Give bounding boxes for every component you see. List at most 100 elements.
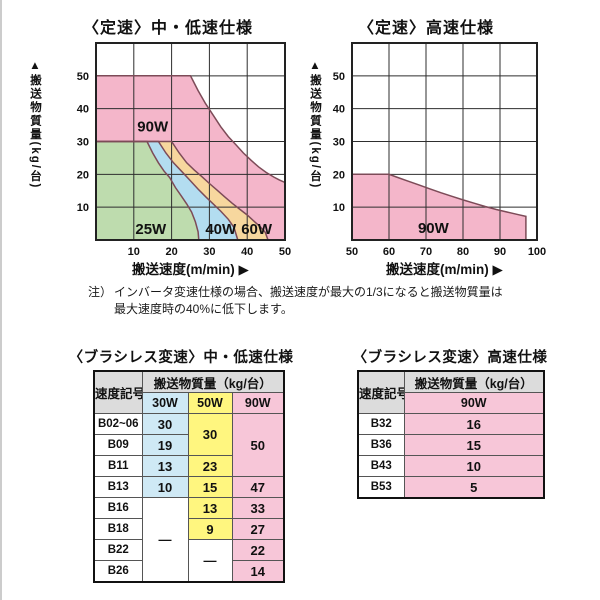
capacity-cell-empty: — bbox=[187, 539, 233, 583]
watt-header-90w: 90W bbox=[231, 392, 285, 414]
x-tick-label: 70 bbox=[420, 246, 432, 258]
capacity-cell: 9 bbox=[187, 518, 233, 540]
y-tick-label: 20 bbox=[77, 169, 89, 181]
y-tick-label: 50 bbox=[77, 71, 89, 83]
capacity-cell: 15 bbox=[403, 434, 545, 456]
speed-code-cell: B18 bbox=[93, 518, 143, 540]
region-curve-90W bbox=[352, 173, 527, 240]
y-axis-label-high: ▲搬送物質量(kg/台) bbox=[309, 60, 321, 190]
speed-code-cell: B26 bbox=[93, 560, 143, 583]
y-tick-label: 30 bbox=[77, 137, 89, 149]
speed-code-cell: B53 bbox=[357, 476, 405, 499]
table-row: B16 — 13 33 bbox=[93, 497, 285, 583]
capacity-cell: 10 bbox=[403, 455, 545, 477]
region-label-90W: 90W bbox=[418, 220, 450, 237]
capacity-cell: 30 bbox=[141, 413, 189, 435]
capacity-cell: 13 bbox=[187, 497, 233, 519]
speed-code-cell: B16 bbox=[93, 497, 143, 519]
y-tick-label: 20 bbox=[333, 169, 345, 181]
table-row: 速度記号 搬送物質量（kg/台） bbox=[93, 370, 285, 414]
region-curve-60W bbox=[96, 140, 269, 241]
region-label-60W: 60W bbox=[241, 221, 273, 238]
watt-header-30w: 30W bbox=[141, 392, 189, 414]
region-curve-40W bbox=[96, 140, 239, 241]
x-tick-label: 10 bbox=[128, 246, 140, 258]
y-tick-label: 50 bbox=[333, 71, 345, 83]
capacity-cell: 33 bbox=[231, 497, 285, 519]
capacity-cell: 13 bbox=[141, 455, 189, 477]
capacity-cell-empty: — bbox=[141, 497, 189, 583]
x-tick-label: 50 bbox=[346, 246, 358, 258]
y-tick-label: 40 bbox=[77, 104, 89, 116]
table-row: B43 10 bbox=[357, 455, 545, 477]
capacity-cell: 14 bbox=[231, 560, 285, 583]
table-row: B11 13 23 bbox=[93, 455, 284, 477]
note-line-1: インバータ変速仕様の場合、搬送速度が最大の1/3になると搬送物質量は bbox=[114, 285, 503, 299]
table-row: B09 19 bbox=[93, 434, 284, 456]
capacity-header: 搬送物質量（kg/台） bbox=[403, 370, 545, 393]
x-tick-label: 50 bbox=[279, 246, 291, 258]
region-curve-25W bbox=[96, 140, 200, 241]
speed-code-cell: B02~06 bbox=[93, 413, 143, 435]
capacity-cell: 19 bbox=[141, 434, 189, 456]
speed-code-cell: B43 bbox=[357, 455, 405, 477]
watt-header-50w: 50W bbox=[187, 392, 233, 414]
table-row: B36 15 bbox=[357, 434, 545, 456]
table-row: B53 5 bbox=[357, 476, 545, 499]
note-line-2: 最大速度時の40%に低下します。 bbox=[114, 302, 293, 316]
speed-code-cell: B32 bbox=[357, 413, 405, 435]
chart-title-constant-high: 〈定速〉高速仕様 bbox=[357, 20, 494, 37]
table-row: B18 9 27 bbox=[93, 518, 285, 540]
capacity-cell: 10 bbox=[141, 476, 189, 498]
x-tick-label: 30 bbox=[203, 246, 215, 258]
page-edge-line bbox=[0, 0, 2, 600]
table-row: B13 10 15 47 bbox=[93, 476, 285, 498]
x-tick-label: 100 bbox=[528, 246, 546, 258]
table-row: B02~06 30 30 50 bbox=[93, 413, 285, 477]
watt-header-90w: 90W bbox=[403, 392, 545, 414]
inverter-note: 注） インバータ変速仕様の場合、搬送速度が最大の1/3になると搬送物質量は 最大… bbox=[88, 284, 558, 318]
y-tick-label: 10 bbox=[333, 202, 345, 214]
region-fill-25W bbox=[96, 141, 199, 240]
brushless-high-table: 速度記号 搬送物質量（kg/台） 90W B32 16 B36 15 B43 1… bbox=[357, 370, 545, 499]
capacity-header: 搬送物質量（kg/台） bbox=[141, 370, 285, 393]
speed-code-header: 速度記号 bbox=[357, 370, 405, 414]
y-tick-label: 10 bbox=[77, 202, 89, 214]
x-tick-label: 60 bbox=[383, 246, 395, 258]
table-row: B26 14 bbox=[93, 560, 285, 583]
capacity-cell: 27 bbox=[231, 518, 285, 540]
chart-title-constant-low: 〈定速〉中・低速仕様 bbox=[82, 20, 253, 37]
x-tick-label: 80 bbox=[457, 246, 469, 258]
x-tick-label: 40 bbox=[241, 246, 253, 258]
capacity-cell: 5 bbox=[403, 476, 545, 499]
capacity-cell: 30 bbox=[187, 413, 233, 456]
speed-code-cell: B22 bbox=[93, 539, 143, 561]
capacity-cell: 15 bbox=[187, 476, 233, 498]
x-axis-label-low: 搬送速度(m/min) ▶ bbox=[132, 262, 249, 277]
speed-code-cell: B09 bbox=[93, 434, 143, 456]
brushless-low-table: 速度記号 搬送物質量（kg/台） 30W 50W 90W B02~06 30 3… bbox=[93, 370, 286, 583]
speed-code-cell: B11 bbox=[93, 455, 143, 477]
table-row: 30W 50W 90W bbox=[94, 392, 285, 414]
capacity-cell: 47 bbox=[231, 476, 285, 498]
capacity-cell: 16 bbox=[403, 413, 545, 435]
table-row: 速度記号 搬送物質量（kg/台） bbox=[357, 370, 545, 414]
table-title-brushless-low: 〈ブラシレス変速〉中・低速仕様 bbox=[68, 350, 294, 366]
plot-border bbox=[95, 42, 286, 241]
note-text: インバータ変速仕様の場合、搬送速度が最大の1/3になると搬送物質量は 最大速度時… bbox=[114, 284, 503, 318]
y-tick-label: 40 bbox=[333, 104, 345, 116]
speed-code-cell: B13 bbox=[93, 476, 143, 498]
region-label-40W: 40W bbox=[205, 221, 237, 238]
region-label-90W: 90W bbox=[137, 119, 169, 136]
note-marker: 注） bbox=[88, 285, 113, 299]
x-tick-label: 90 bbox=[494, 246, 506, 258]
capacity-cell: 23 bbox=[187, 455, 233, 477]
region-label-25W: 25W bbox=[135, 221, 167, 238]
constant-speed-high-chart: 90W 50 60 70 80 90 100 10 20 30 40 50 bbox=[333, 42, 546, 258]
table-row: B32 16 bbox=[357, 413, 545, 435]
table-row: B22 — 22 bbox=[93, 539, 285, 583]
speed-code-cell: B36 bbox=[357, 434, 405, 456]
table-title-brushless-high: 〈ブラシレス変速〉高速仕様 bbox=[352, 350, 548, 366]
